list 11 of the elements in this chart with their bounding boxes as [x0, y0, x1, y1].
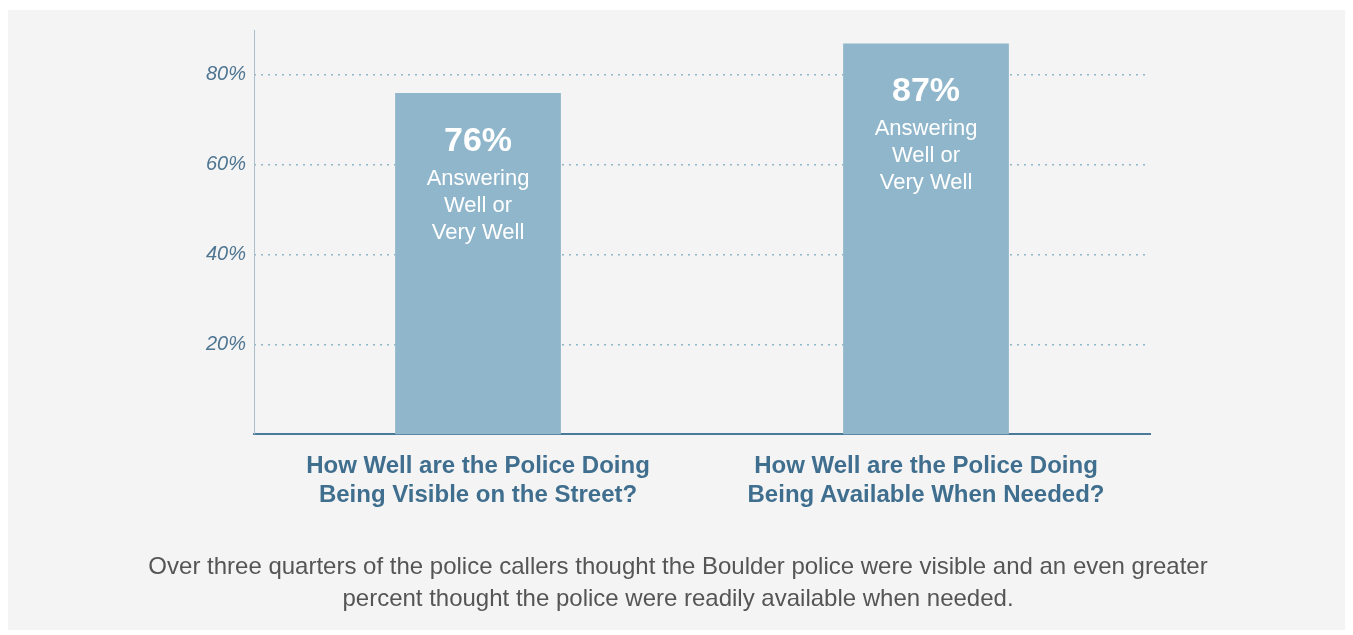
x-tick-label: How Well are the Police Doing Being Visible on the Street?: [306, 451, 650, 508]
x-tick-label: How Well are the Police Doing Being Available When Needed?: [747, 451, 1105, 508]
y-tick-label: 80%: [206, 62, 247, 85]
text: Over three quarters of the police callers thought the Boulder police were visible and an even greater percent thought the police were readily available when needed.: [147, 551, 1209, 613]
annotation: Answering Well or Very Well: [874, 115, 978, 195]
y-tick-label: 40%: [206, 242, 247, 265]
y-tick-label: 20%: [205, 332, 247, 355]
data-label: 87%: [891, 70, 961, 109]
data-label: 76%: [443, 119, 513, 158]
y-tick-label: 60%: [206, 152, 247, 175]
annotation: Answering Well or Very Well: [426, 164, 530, 244]
